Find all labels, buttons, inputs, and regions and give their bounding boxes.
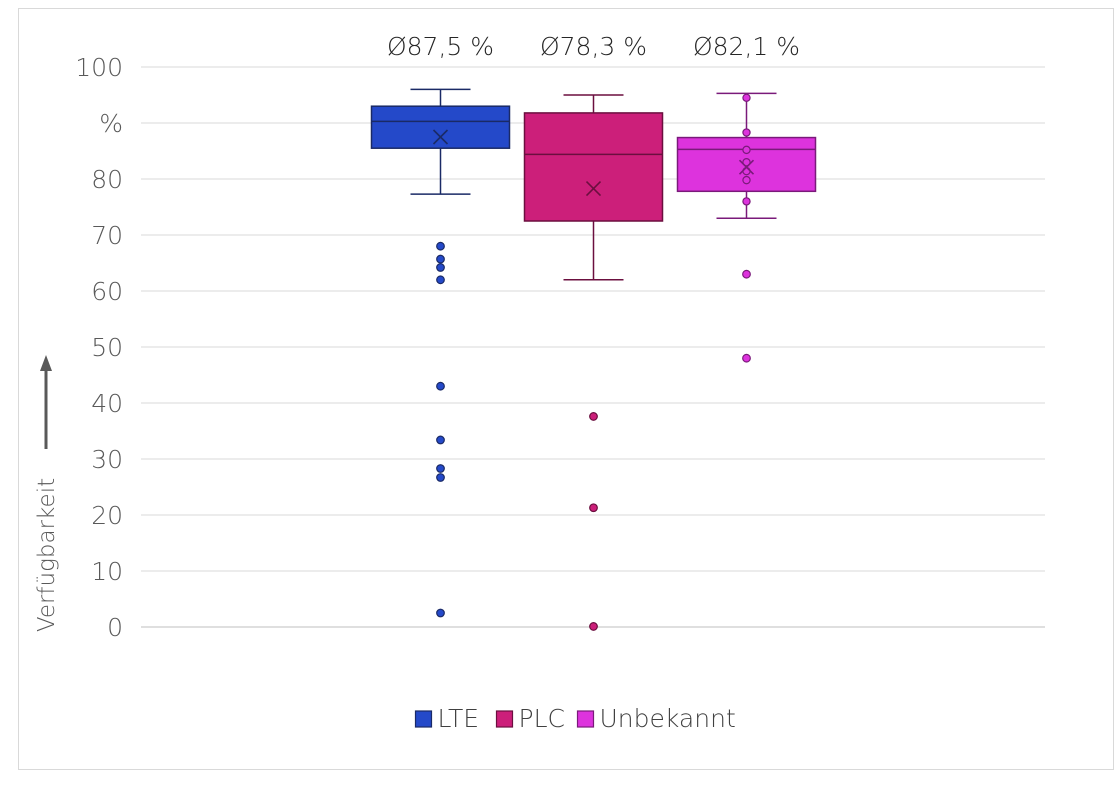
mean-marker [585, 180, 602, 197]
box-series [370, 88, 817, 631]
mean-label: Ø78,3 % [540, 32, 647, 61]
inner-point [742, 157, 751, 167]
y-tick-label: 10 [91, 557, 123, 586]
inner-point [742, 197, 751, 206]
y-tick-label: 60 [91, 277, 123, 306]
inner-point [742, 145, 751, 155]
iqr-box [523, 112, 664, 222]
outlier-point [742, 353, 751, 363]
y-tick-label: 0 [107, 613, 123, 642]
legend-label: Unbekannt [600, 704, 736, 733]
outlier-point [436, 381, 445, 391]
inner-point [742, 128, 751, 137]
inner-point [742, 175, 751, 185]
y-axis-arrow-head [40, 355, 52, 371]
box-unbekannt [676, 92, 817, 363]
outlier-point [436, 464, 445, 473]
y-tick-label: 70 [91, 221, 123, 250]
outlier-point [436, 241, 445, 251]
y-axis-title: Verfügbarkeit [34, 478, 60, 632]
outlier-point [436, 435, 445, 445]
legend-swatch [414, 710, 433, 728]
mean-label: Ø82,1 % [693, 32, 800, 61]
outlier-point [589, 622, 598, 631]
chart-frame: 0 10 20 30 40 50 60 70 80% 100 Verfügbarkeit Ø87,… [18, 8, 1114, 770]
inner-point [742, 93, 751, 103]
legend-label: LTE [438, 704, 480, 733]
legend-item: LTE [414, 704, 480, 733]
y-tick-label: % [99, 109, 123, 138]
iqr-box [370, 105, 511, 149]
outlier-point [436, 473, 445, 482]
y-tick-label: 30 [91, 445, 123, 474]
legend-swatch [576, 710, 595, 728]
legend: LTE PLC Unbekannt [414, 704, 736, 733]
outlier-point [436, 608, 445, 618]
y-axis-tick-labels: 0 10 20 30 40 50 60 70 80% 100 [75, 53, 123, 642]
mean-marker [432, 129, 449, 145]
outlier-point [589, 503, 598, 513]
box-lte [370, 88, 511, 618]
mean-labels: Ø87,5 % Ø78,3 % Ø82,1 % [387, 32, 800, 61]
outlier-point [436, 254, 445, 264]
y-axis-title-group: Verfügbarkeit [34, 355, 60, 632]
outlier-point [742, 269, 751, 279]
outlier-point [589, 412, 598, 421]
box-plot-chart: 0 10 20 30 40 50 60 70 80% 100 Verfügbarkeit Ø87,… [34, 32, 1045, 733]
legend-swatch [495, 710, 514, 728]
box-plc [523, 94, 664, 631]
outlier-point [436, 275, 445, 285]
legend-label: PLC [519, 704, 565, 733]
y-tick-label: 20 [91, 501, 123, 530]
mean-marker [738, 159, 755, 175]
legend-item: Unbekannt [576, 704, 736, 733]
outlier-point [436, 263, 445, 272]
y-tick-label: 50 [91, 333, 123, 362]
y-tick-label: 80 [91, 165, 123, 194]
legend-item: PLC [495, 704, 565, 733]
mean-label: Ø87,5 % [387, 32, 494, 61]
y-tick-label: 40 [91, 389, 123, 418]
y-tick-label: 100 [75, 53, 123, 82]
